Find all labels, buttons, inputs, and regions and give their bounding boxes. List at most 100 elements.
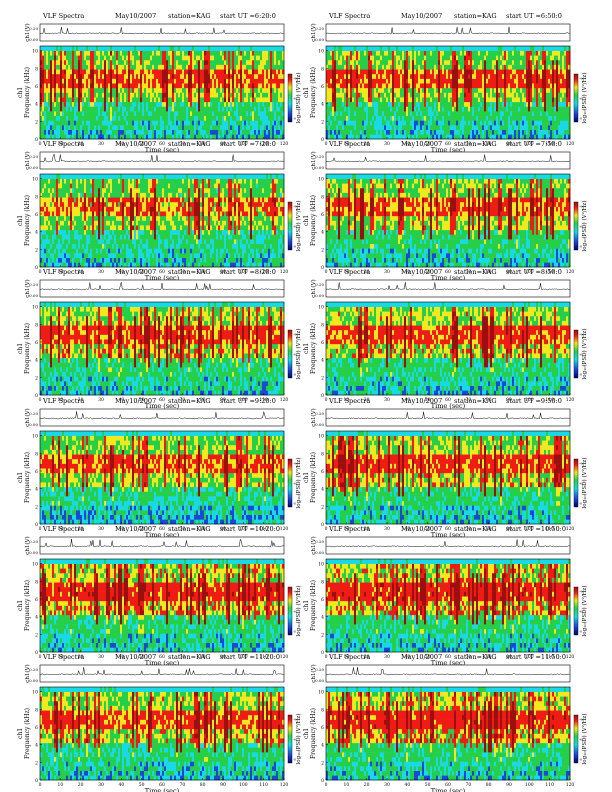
heatmap-cell xyxy=(430,115,433,121)
heatmap-cell xyxy=(182,73,185,79)
heatmap-cell xyxy=(432,55,435,61)
heatmap-cell xyxy=(558,78,561,84)
heatmap-cell xyxy=(210,92,213,98)
heatmap-cell xyxy=(210,120,213,126)
heatmap-cell xyxy=(562,73,565,79)
heatmap-cell xyxy=(184,111,187,117)
heatmap-cell xyxy=(144,83,147,89)
time-xlabel: Time (sec) xyxy=(145,146,180,154)
heatmap-cell xyxy=(240,83,243,89)
heatmap-cell xyxy=(482,106,485,112)
heatmap-cell xyxy=(66,78,69,84)
heatmap-cell xyxy=(100,129,103,135)
heatmap-cell xyxy=(154,55,157,61)
heatmap-cell xyxy=(130,78,133,84)
heatmap-cell xyxy=(84,64,87,70)
heatmap-cell xyxy=(528,106,531,112)
heatmap-cell xyxy=(190,125,193,130)
heatmap-cell xyxy=(46,69,49,75)
heatmap-cell xyxy=(468,69,471,75)
heatmap-cell xyxy=(248,134,251,140)
heatmap-cell xyxy=(538,129,541,135)
heatmap-cell xyxy=(562,46,565,51)
heatmap-cell xyxy=(372,120,375,126)
heatmap-cell xyxy=(62,59,65,65)
heatmap-cell xyxy=(142,69,145,75)
heatmap-cell xyxy=(84,97,87,103)
heatmap-cell xyxy=(388,50,391,56)
heatmap-cell xyxy=(148,50,151,56)
heatmap-cell xyxy=(544,73,547,79)
heatmap-cell xyxy=(214,59,217,65)
heatmap-cell xyxy=(114,125,117,130)
heatmap-cell xyxy=(552,59,555,65)
heatmap-cell xyxy=(554,50,557,56)
heatmap-cell xyxy=(356,69,359,75)
heatmap-cell xyxy=(506,101,509,107)
heatmap-cell xyxy=(458,97,461,103)
heatmap-cell xyxy=(536,55,539,61)
heatmap-cell xyxy=(238,69,241,75)
heatmap-cell xyxy=(566,55,569,61)
heatmap-cell xyxy=(510,101,513,107)
heatmap-cell xyxy=(172,125,175,130)
heatmap-cell xyxy=(434,92,437,98)
heatmap-cell xyxy=(382,129,385,135)
heatmap-cell xyxy=(186,50,189,56)
heatmap-cell xyxy=(230,129,233,135)
heatmap-cell xyxy=(200,120,203,126)
heatmap-cell xyxy=(262,46,265,51)
heatmap-cell xyxy=(66,55,69,61)
heatmap-cell xyxy=(326,64,329,70)
heatmap-cell xyxy=(328,73,331,79)
heatmap-cell xyxy=(210,129,213,135)
heatmap-cell xyxy=(278,64,281,70)
heatmap-cell xyxy=(240,115,243,121)
heatmap-cell xyxy=(50,78,53,84)
heatmap-cell xyxy=(282,97,285,103)
heatmap-cell xyxy=(506,55,509,61)
heatmap-cell xyxy=(514,59,517,65)
heatmap-cell xyxy=(182,111,185,117)
heatmap-cell xyxy=(114,55,117,61)
heatmap-cell xyxy=(146,64,149,70)
heatmap-cell xyxy=(160,59,163,65)
heatmap-cell xyxy=(392,97,395,103)
heatmap-cell xyxy=(512,87,515,93)
heatmap-cell xyxy=(254,125,257,130)
heatmap-cell xyxy=(456,101,459,107)
heatmap-cell xyxy=(92,59,95,65)
heatmap-cell xyxy=(162,129,165,135)
heatmap-cell xyxy=(232,87,235,93)
heatmap-cell xyxy=(566,64,569,70)
heatmap-cell xyxy=(422,129,425,135)
heatmap-cell xyxy=(88,46,91,51)
heatmap-cell xyxy=(174,55,177,61)
heatmap-cell xyxy=(460,87,463,93)
heatmap-cell xyxy=(130,64,133,70)
heatmap-cell xyxy=(160,97,163,103)
heatmap-cell xyxy=(194,101,197,107)
heatmap-cell xyxy=(532,83,535,89)
heatmap-cell xyxy=(566,129,569,135)
heatmap-cell xyxy=(112,59,115,65)
heatmap-cell xyxy=(190,101,193,107)
heatmap-cell xyxy=(126,120,129,126)
heatmap-cell xyxy=(84,73,87,79)
heatmap-cell xyxy=(272,106,275,112)
heatmap-cell xyxy=(112,83,115,89)
heatmap-cell xyxy=(550,101,553,107)
heatmap-cell xyxy=(502,92,505,98)
heatmap-cell xyxy=(486,50,489,56)
heatmap-cell xyxy=(56,83,59,89)
heatmap-cell xyxy=(220,50,223,56)
heatmap-cell xyxy=(282,125,285,130)
heatmap-cell xyxy=(504,134,507,140)
heatmap-cell xyxy=(140,115,143,121)
heatmap-cell xyxy=(466,83,469,89)
heatmap-cell xyxy=(338,125,341,130)
heatmap-cell xyxy=(118,115,121,121)
heatmap-cell xyxy=(486,101,489,107)
heatmap-cell xyxy=(74,115,77,121)
heatmap-cell xyxy=(272,55,275,61)
